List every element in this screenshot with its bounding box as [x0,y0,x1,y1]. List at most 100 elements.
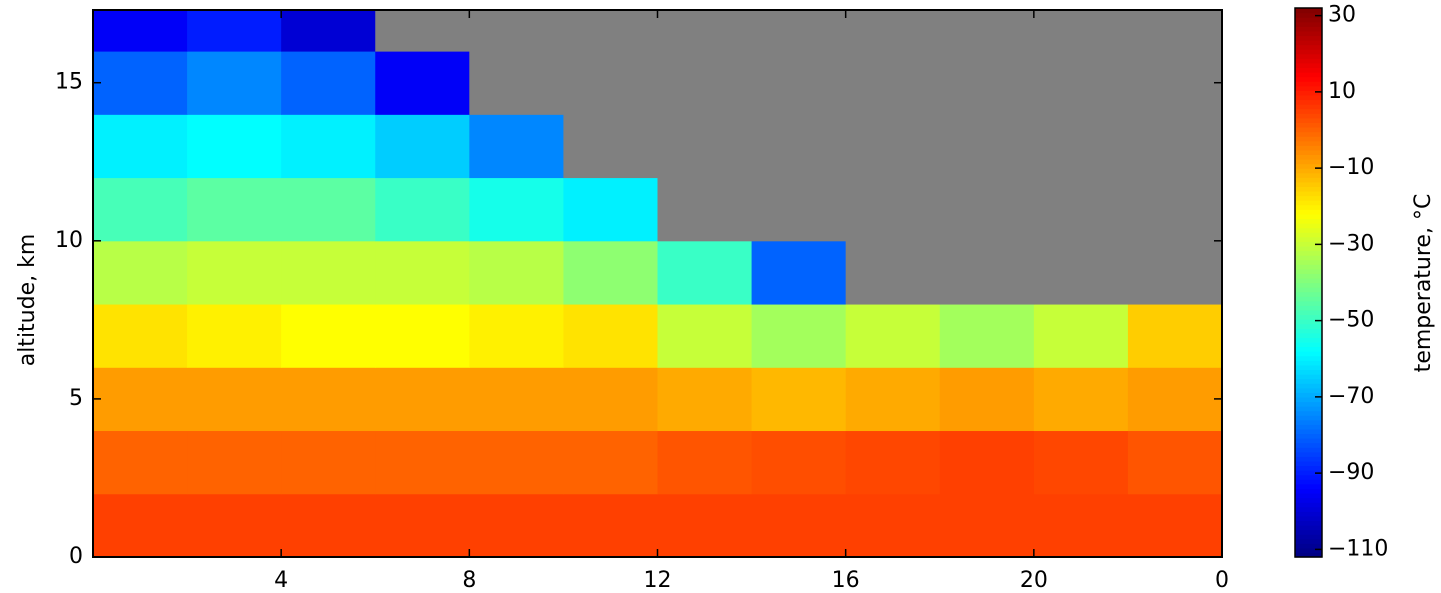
heatmap-cell [93,304,188,368]
heatmap-cell [657,51,753,115]
colorbar-segment [1295,337,1322,343]
y-axis-label: altitude, km [15,234,40,367]
heatmap-cell [1127,493,1222,557]
heatmap-cell [1127,51,1222,115]
colorbar-segment [1295,355,1322,361]
heatmap-cell [563,177,658,242]
heatmap-cell [1033,240,1129,305]
heatmap-cell [469,493,564,557]
heatmap-cell [563,367,658,432]
colorbar-segment [1295,511,1322,517]
colorbar-segment [1295,250,1322,256]
heatmap-cell [657,10,753,52]
heatmap-cell [1033,304,1129,368]
heatmap-cell [1127,304,1222,368]
colorbar-segment [1295,268,1322,274]
heatmap-cell [469,430,564,495]
colorbar-segment [1295,273,1322,279]
colorbar-segment [1295,85,1322,91]
heatmap-cell [469,10,564,52]
heatmap-cell [1033,114,1129,179]
colorbar-frame [1294,7,1323,558]
colorbar-segment [1295,81,1322,87]
colorbar-segment [1295,442,1322,448]
heatmap-cell [469,51,564,115]
heatmap-cell [751,493,847,557]
colorbar-segment [1295,401,1322,407]
y-tick-label: 15 [55,70,83,95]
heatmap-cell [751,367,847,432]
colorbar-segment [1295,104,1322,110]
y-tick-label: 5 [69,386,83,411]
colorbar-tick-label: −110 [1328,536,1388,561]
colorbar-segment [1295,520,1322,526]
colorbar-tick-label: −30 [1328,231,1374,256]
colorbar-tick-label: −50 [1328,308,1374,333]
heatmap-cell [563,430,658,495]
heatmap-cell [469,304,564,368]
colorbar-segment [1295,158,1322,165]
heatmap-cell [281,430,376,495]
heatmap-cell [1033,430,1129,495]
heatmap-cell [845,114,941,179]
heatmap-cell [187,367,282,432]
heatmap-cell [93,51,188,115]
heatmap-cell [563,304,658,368]
heatmap-cell [187,177,282,242]
colorbar-segment [1295,223,1322,229]
heatmap-cell [187,304,282,368]
colorbar-segment [1295,12,1322,18]
heatmap-cell [93,367,188,432]
heatmap-cell [281,240,376,305]
heatmap-cell [93,177,188,242]
colorbar-segment [1295,465,1322,471]
colorbar-segment [1295,433,1322,439]
heatmap-cell [939,304,1035,368]
colorbar-segment [1295,40,1322,46]
colorbar-segment [1295,328,1322,334]
heatmap-cell [657,240,753,305]
colorbar-segment [1295,26,1322,32]
colorbar-segment [1295,191,1322,197]
colorbar-segment [1295,305,1322,311]
heatmap-cell [657,177,753,242]
heatmap-cell [469,177,564,242]
colorbar-segment [1295,117,1322,123]
colorbar-segment [1295,200,1322,206]
heatmap-cell [657,304,753,368]
colorbar-segment [1295,232,1322,238]
colorbar-segment [1295,351,1322,357]
heatmap-cell [93,10,188,52]
heatmap-cell [845,177,941,242]
colorbar-segment [1295,245,1322,252]
heatmap-cell [939,114,1035,179]
colorbar-segment [1295,460,1322,467]
heatmap-cell [281,367,376,432]
heatmap-cell [93,430,188,495]
heatmap-cell [939,240,1035,305]
colorbar-segment [1295,419,1322,425]
colorbar-tick-label: −90 [1328,460,1374,485]
colorbar-segment [1295,204,1322,210]
heatmap-cell [281,493,376,557]
heatmap-cell [375,430,470,495]
colorbar-tick-label: −70 [1328,384,1374,409]
colorbar-segment [1295,136,1322,142]
colorbar-segment [1295,195,1322,201]
colorbar-segment [1295,154,1322,160]
heatmap-cell [657,114,753,179]
colorbar-segment [1295,122,1322,128]
heatmap-cell [281,10,376,52]
colorbar-segment [1295,547,1322,554]
axes [92,9,1223,558]
heatmap-cell [1033,493,1129,557]
colorbar-segment [1295,406,1322,412]
heatmap-cell [751,51,847,115]
colorbar-segment [1295,451,1322,457]
colorbar-segment [1295,172,1322,178]
heatmap-cell [939,430,1035,495]
colorbar-segment [1295,502,1322,508]
heatmap-cell [187,430,282,495]
heatmap-cell [1127,177,1222,242]
